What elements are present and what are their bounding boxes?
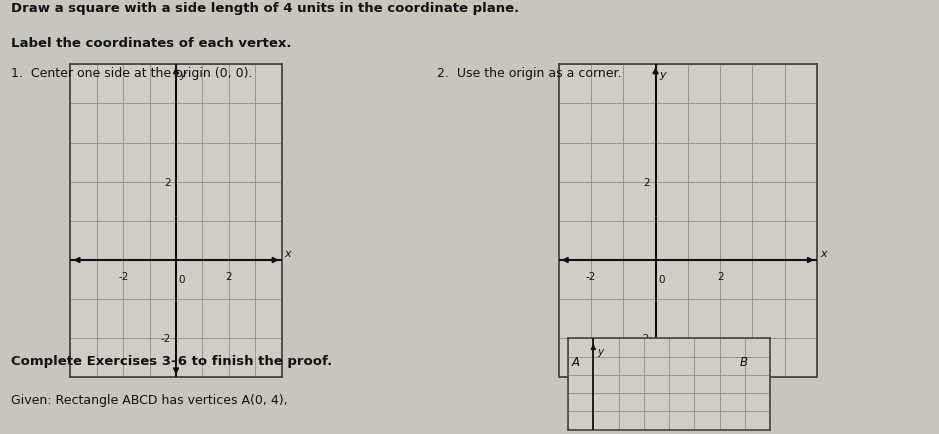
Text: Label the coordinates of each vertex.: Label the coordinates of each vertex. [11, 37, 292, 50]
Text: -2: -2 [118, 271, 129, 281]
Text: 0: 0 [178, 274, 185, 284]
Text: Given: Rectangle ABCD has vertices A(0, 4),: Given: Rectangle ABCD has vertices A(0, … [11, 393, 288, 406]
Text: -2: -2 [161, 334, 171, 343]
Text: Complete Exercises 3–6 to finish the proof.: Complete Exercises 3–6 to finish the pro… [11, 354, 332, 367]
Text: 2: 2 [225, 271, 232, 281]
Text: y: y [659, 70, 666, 80]
Text: 1.  Center one side at the origin (0, 0).: 1. Center one side at the origin (0, 0). [11, 67, 253, 80]
Text: Draw a square with a side length of 4 units in the coordinate plane.: Draw a square with a side length of 4 un… [11, 2, 519, 15]
Text: -2: -2 [586, 271, 596, 281]
Text: 2: 2 [643, 178, 650, 187]
Text: 2: 2 [164, 178, 171, 187]
Text: B: B [739, 355, 747, 368]
Text: 0: 0 [658, 274, 665, 284]
Text: A: A [572, 355, 580, 368]
Text: x: x [285, 248, 291, 258]
Text: y: y [597, 346, 603, 356]
Text: 2: 2 [716, 271, 723, 281]
Text: y: y [179, 70, 186, 80]
Text: x: x [820, 248, 826, 258]
Text: -2: -2 [639, 334, 650, 343]
Text: 2.  Use the origin as a corner.: 2. Use the origin as a corner. [437, 67, 621, 80]
